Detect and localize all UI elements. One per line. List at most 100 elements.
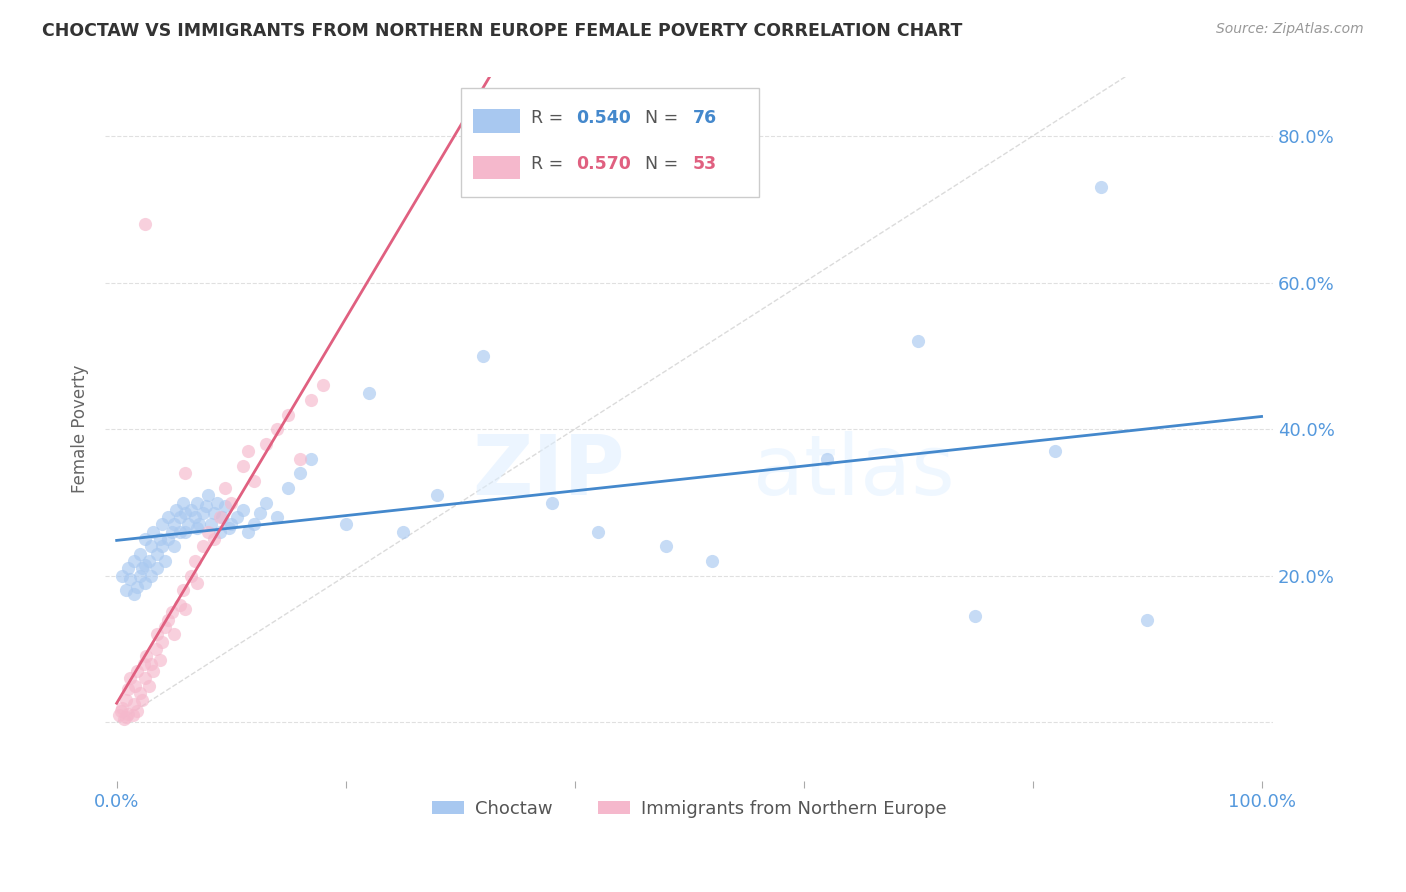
Point xyxy=(183,510,205,524)
Text: N =: N = xyxy=(634,109,683,127)
Point xyxy=(145,547,167,561)
Point xyxy=(1090,180,1112,194)
Point xyxy=(288,466,311,480)
Point xyxy=(208,524,231,539)
Point xyxy=(142,524,165,539)
Point xyxy=(214,499,236,513)
Point xyxy=(1045,444,1067,458)
Point xyxy=(117,706,139,721)
Point xyxy=(138,679,160,693)
Point xyxy=(232,503,254,517)
Point xyxy=(219,495,242,509)
Point xyxy=(174,507,197,521)
Point xyxy=(111,700,134,714)
Point xyxy=(110,705,132,719)
Point xyxy=(134,532,156,546)
Text: 53: 53 xyxy=(693,155,717,173)
Point xyxy=(243,517,266,532)
Point xyxy=(160,524,183,539)
Point xyxy=(194,499,217,513)
Point xyxy=(202,507,225,521)
Point xyxy=(299,392,322,407)
Point xyxy=(145,627,167,641)
Point xyxy=(124,679,146,693)
Point xyxy=(357,385,380,400)
Point xyxy=(200,517,222,532)
Point xyxy=(186,576,208,591)
Text: CHOCTAW VS IMMIGRANTS FROM NORTHERN EUROPE FEMALE POVERTY CORRELATION CHART: CHOCTAW VS IMMIGRANTS FROM NORTHERN EURO… xyxy=(42,22,963,40)
Point xyxy=(392,524,415,539)
Point xyxy=(128,547,150,561)
Point xyxy=(128,569,150,583)
Y-axis label: Female Poverty: Female Poverty xyxy=(72,365,89,493)
Text: N =: N = xyxy=(634,155,683,173)
Text: ZIP: ZIP xyxy=(472,431,624,512)
Point xyxy=(540,495,562,509)
Text: R =: R = xyxy=(531,155,569,173)
Point xyxy=(127,664,149,678)
Point xyxy=(122,587,145,601)
Text: Source: ZipAtlas.com: Source: ZipAtlas.com xyxy=(1216,22,1364,37)
Point xyxy=(1136,613,1159,627)
FancyBboxPatch shape xyxy=(472,155,520,179)
Point xyxy=(266,510,288,524)
Point xyxy=(152,634,174,648)
Point xyxy=(169,598,191,612)
Text: 76: 76 xyxy=(693,109,717,127)
Point xyxy=(277,408,299,422)
FancyBboxPatch shape xyxy=(472,109,520,133)
Point xyxy=(266,422,288,436)
Point xyxy=(114,709,136,723)
Point xyxy=(112,712,135,726)
Point xyxy=(174,601,197,615)
Point xyxy=(134,558,156,572)
Point xyxy=(172,495,194,509)
Point xyxy=(586,524,609,539)
Point xyxy=(197,488,219,502)
Point xyxy=(238,524,260,539)
Point xyxy=(180,503,202,517)
Point xyxy=(202,532,225,546)
Point xyxy=(134,657,156,671)
Point xyxy=(127,580,149,594)
Point xyxy=(134,217,156,231)
Point xyxy=(131,561,153,575)
Point xyxy=(277,481,299,495)
Point xyxy=(238,444,260,458)
Point xyxy=(174,524,197,539)
Point xyxy=(165,503,187,517)
Point xyxy=(815,451,838,466)
Point xyxy=(176,517,198,532)
Point xyxy=(134,576,156,591)
Text: 0.570: 0.570 xyxy=(576,155,631,173)
Point xyxy=(111,569,134,583)
Point xyxy=(157,532,180,546)
Point xyxy=(135,649,157,664)
Point xyxy=(134,672,156,686)
Point xyxy=(243,474,266,488)
Point xyxy=(139,569,162,583)
Point xyxy=(149,653,172,667)
Point xyxy=(122,554,145,568)
Point xyxy=(160,606,183,620)
Point xyxy=(208,510,231,524)
Point xyxy=(120,573,142,587)
Point xyxy=(907,334,929,349)
Point xyxy=(139,540,162,554)
Point xyxy=(219,517,242,532)
Point xyxy=(121,708,143,723)
Point xyxy=(128,686,150,700)
Point xyxy=(191,507,214,521)
Point xyxy=(108,708,131,723)
Point xyxy=(163,540,186,554)
Point xyxy=(153,554,176,568)
Point xyxy=(145,642,167,657)
Point xyxy=(191,540,214,554)
Point xyxy=(114,693,136,707)
Point xyxy=(169,510,191,524)
Point xyxy=(214,481,236,495)
Point xyxy=(180,569,202,583)
Text: 0.540: 0.540 xyxy=(576,109,631,127)
Point xyxy=(117,682,139,697)
Point xyxy=(472,349,495,363)
